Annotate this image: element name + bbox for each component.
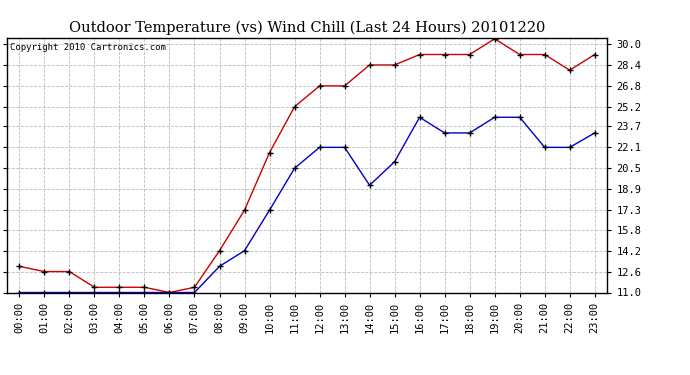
Title: Outdoor Temperature (vs) Wind Chill (Last 24 Hours) 20101220: Outdoor Temperature (vs) Wind Chill (Las… [69,21,545,35]
Text: Copyright 2010 Cartronics.com: Copyright 2010 Cartronics.com [10,43,166,52]
